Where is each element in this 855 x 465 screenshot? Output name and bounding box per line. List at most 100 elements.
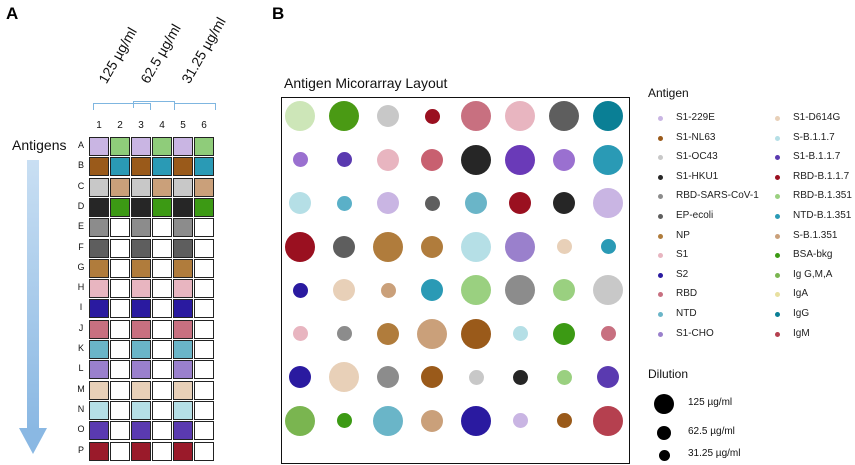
- microarray-spot: [329, 362, 359, 392]
- plate-well: [110, 360, 130, 380]
- plate-well: [131, 360, 151, 380]
- legend-label: Ig G,M,A: [793, 268, 833, 280]
- microarray-spot: [461, 144, 491, 175]
- plate-well: [194, 258, 214, 278]
- legend-label: S1-NL63: [676, 131, 716, 143]
- plate-column-number: 2: [117, 120, 123, 131]
- legend-swatch: [658, 253, 663, 259]
- microarray-spot: [333, 279, 355, 301]
- plate-well: [173, 360, 193, 380]
- plate-row-label: O: [77, 424, 85, 435]
- microarray-spot: [292, 282, 308, 298]
- microarray-spot: [593, 144, 623, 175]
- plate-well: [173, 380, 193, 400]
- microarray-spot: [373, 405, 403, 436]
- microarray-spot: [424, 108, 440, 124]
- plate-well: [131, 400, 151, 420]
- plate-row-label: E: [77, 221, 84, 232]
- plate-well: [131, 380, 151, 400]
- microarray-spot: [553, 322, 575, 345]
- microarray-spot: [593, 405, 623, 436]
- legend-label: NTD: [676, 308, 697, 319]
- microarray-spot: [597, 366, 619, 388]
- plate-well: [110, 279, 130, 299]
- plate-well: [173, 177, 193, 197]
- legend-label: S1-229E: [676, 112, 715, 123]
- legend-swatch: [658, 135, 663, 141]
- concentration-brace-1: [93, 103, 151, 110]
- plate-well: [173, 340, 193, 359]
- legend-label: S2: [676, 268, 689, 280]
- microarray-spot: [556, 413, 572, 428]
- plate-well: [89, 238, 109, 258]
- plate-well: [110, 157, 130, 177]
- legend-label: IgM: [793, 327, 810, 339]
- plate-well: [194, 177, 214, 197]
- antigens-axis-label: Antigens: [12, 137, 67, 153]
- microarray-spot: [421, 148, 443, 171]
- microarray-spot: [461, 101, 491, 131]
- microarray-spot: [336, 152, 352, 167]
- plate-well: [194, 360, 214, 380]
- concentration-brace-2: [133, 101, 175, 108]
- microarray-spot: [377, 105, 399, 127]
- microarray-spot: [505, 231, 535, 262]
- legend-label: NP: [676, 229, 690, 241]
- plate-well: [194, 421, 214, 441]
- microarray-spot: [377, 366, 399, 388]
- concentration-brace-3: [174, 103, 216, 110]
- dilution-label: 31.25 µg/ml: [688, 448, 741, 459]
- plate-well: [173, 218, 193, 238]
- plate-well: [89, 360, 109, 380]
- plate-well: [152, 421, 172, 441]
- plate-well: [173, 441, 193, 461]
- legend-label: IgA: [793, 288, 809, 300]
- concentration-label-31-25: 31.25 µg/ml: [178, 14, 229, 87]
- plate-well: [173, 400, 193, 420]
- microarray-spot: [553, 279, 575, 301]
- plate-well: [110, 218, 130, 238]
- microarray-spot: [380, 282, 396, 298]
- panel-b-letter: B: [272, 4, 285, 23]
- dilution-legend-title: Dilution: [648, 367, 689, 381]
- legend-label: RBD-B.1.351: [793, 190, 852, 202]
- legend-swatch: [658, 233, 663, 239]
- microarray-spot: [505, 101, 535, 131]
- plate-well: [152, 380, 172, 400]
- microarray-spot: [465, 192, 487, 214]
- microarray-spot: [285, 231, 315, 262]
- microarray-spot: [329, 101, 359, 131]
- plate-well: [110, 137, 130, 156]
- plate-well: [131, 157, 151, 177]
- plate-row-label: N: [77, 403, 85, 414]
- plate-row-label: I: [79, 302, 83, 313]
- plate-well: [89, 177, 109, 197]
- microarray-spot: [421, 409, 443, 432]
- plate-well: [131, 319, 151, 339]
- microarray-spot: [512, 369, 528, 385]
- microarray-spot: [553, 192, 575, 214]
- plate-well: [89, 340, 109, 359]
- plate-well: [110, 319, 130, 339]
- plate-well: [110, 421, 130, 441]
- plate-well: [152, 340, 172, 359]
- microarray-spot: [461, 231, 491, 262]
- plate-well: [173, 299, 193, 319]
- legend-swatch: [658, 214, 663, 219]
- plate-well: [89, 157, 109, 177]
- plate-well: [152, 279, 172, 299]
- legend-swatch: [775, 253, 780, 259]
- plate-well: [89, 218, 109, 238]
- plate-well: [152, 238, 172, 258]
- plate-well: [131, 340, 151, 359]
- plate-well: [152, 157, 172, 177]
- panel-a-letter: A: [6, 4, 19, 23]
- plate-well: [194, 197, 214, 217]
- plate-well: [89, 421, 109, 441]
- antigens-arrow-shaft: [27, 160, 39, 430]
- microarray-spot: [292, 326, 308, 341]
- legend-label: S1-HKU1: [676, 170, 719, 182]
- microarray-spot: [509, 192, 531, 214]
- dilution-dot: [658, 449, 670, 461]
- plate-well: [131, 279, 151, 299]
